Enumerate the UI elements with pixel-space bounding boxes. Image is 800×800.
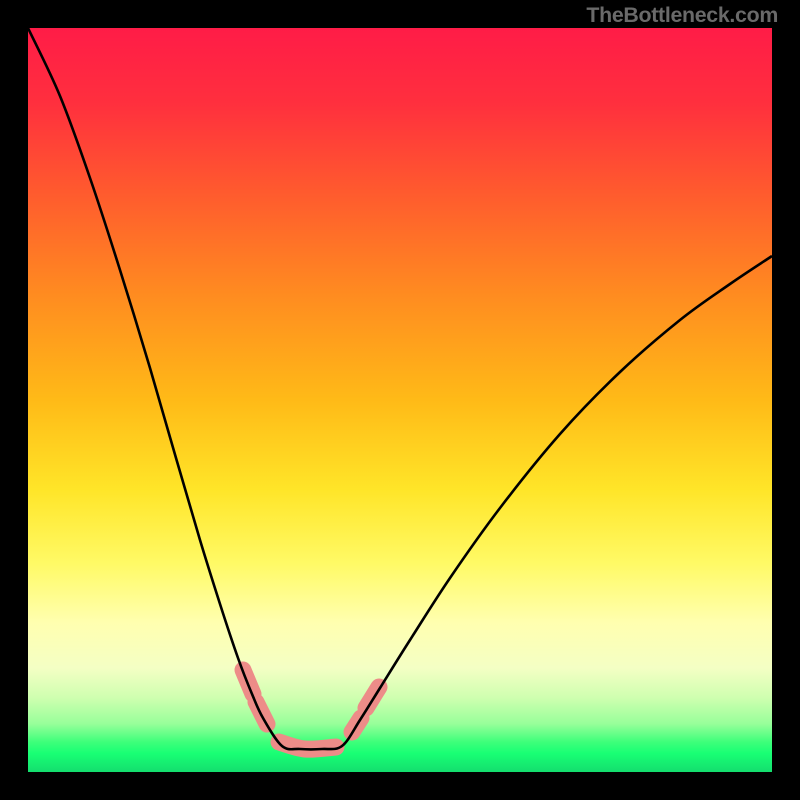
- bottleneck-chart: [0, 0, 800, 800]
- gradient-background: [28, 28, 772, 772]
- chart-frame: TheBottleneck.com: [0, 0, 800, 800]
- watermark-text: TheBottleneck.com: [586, 3, 778, 28]
- valley-marker-segment: [366, 687, 379, 708]
